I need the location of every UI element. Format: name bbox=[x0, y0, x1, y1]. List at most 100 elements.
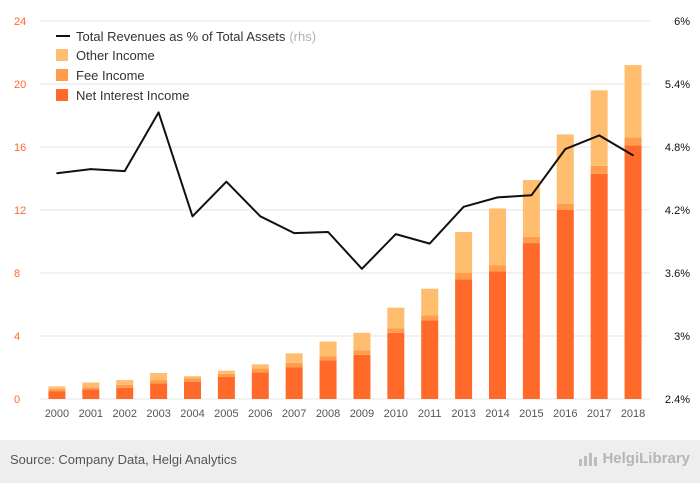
line-point bbox=[462, 206, 465, 208]
chart-logo-icon bbox=[579, 452, 598, 466]
helgi-library-logo: HelgiLibrary bbox=[578, 450, 690, 467]
bar-segment bbox=[319, 356, 337, 361]
bar-segment bbox=[421, 288, 439, 316]
legend-label-fee: Fee Income bbox=[76, 68, 145, 83]
bar-segment bbox=[319, 341, 337, 357]
legend: Total Revenues as % of Total Assets (rhs)… bbox=[56, 29, 316, 103]
left-axis: 0 4 8 12 16 20 24 bbox=[14, 16, 26, 406]
x-axis-tick: 2003 bbox=[146, 408, 170, 420]
bar-segment bbox=[556, 210, 574, 399]
bar-segment bbox=[353, 332, 371, 351]
bar-segment bbox=[285, 353, 303, 363]
x-axis-tick: 2009 bbox=[350, 408, 374, 420]
bar-segment bbox=[489, 271, 506, 399]
bar-segment bbox=[590, 165, 608, 174]
bars bbox=[48, 65, 642, 399]
x-axis-tick: 2002 bbox=[112, 408, 136, 420]
line-point bbox=[632, 154, 634, 157]
logo-text: HelgiLibrary bbox=[602, 450, 690, 467]
x-axis-tick: 2001 bbox=[79, 408, 103, 420]
legend-label-net-interest: Net Interest Income bbox=[76, 88, 189, 103]
line-point bbox=[293, 232, 295, 234]
x-axis-tick: 2010 bbox=[384, 408, 408, 420]
bar-segment bbox=[387, 328, 405, 333]
bar-segment bbox=[387, 307, 405, 329]
bar-segment bbox=[590, 173, 608, 399]
bar-segment bbox=[82, 382, 100, 388]
bar-segment bbox=[624, 145, 642, 399]
bar-segment bbox=[82, 387, 100, 390]
x-axis-tick: 2011 bbox=[418, 408, 442, 420]
bar-segment bbox=[522, 180, 540, 237]
bar-segment bbox=[251, 368, 269, 373]
bar-segment bbox=[217, 370, 235, 374]
left-axis-tick: 0 bbox=[14, 394, 20, 406]
right-axis-tick: 6% bbox=[674, 16, 690, 28]
x-axis-tick: 2004 bbox=[180, 408, 204, 420]
bar-segment bbox=[285, 367, 303, 399]
left-axis-tick: 4 bbox=[14, 331, 20, 343]
right-axis: 2.4% 3% 3.6% 4.2% 4.8% 5.4% 6% bbox=[665, 16, 690, 406]
line-point bbox=[123, 170, 126, 172]
bar-segment bbox=[217, 373, 235, 377]
grid-lines bbox=[40, 20, 650, 400]
bar-segment bbox=[387, 332, 405, 399]
bar-segment bbox=[455, 232, 473, 273]
x-axis-tick: 2014 bbox=[485, 408, 509, 420]
x-axis-tick: 2018 bbox=[621, 408, 645, 420]
bar-segment bbox=[150, 373, 168, 381]
line-point bbox=[56, 172, 58, 175]
line-point bbox=[327, 231, 329, 233]
line-point bbox=[157, 111, 160, 114]
x-axis-tick: 2017 bbox=[587, 408, 611, 420]
revenue-ratio-line bbox=[56, 111, 634, 270]
line-point bbox=[564, 148, 567, 150]
bar-segment bbox=[489, 265, 506, 272]
right-axis-tick: 3% bbox=[674, 331, 690, 343]
bar-segment bbox=[116, 380, 134, 385]
footer: Source: Company Data, Helgi Analytics He… bbox=[0, 440, 700, 483]
bar-segment bbox=[116, 387, 134, 399]
bar-segment bbox=[455, 273, 473, 280]
line-point bbox=[428, 242, 431, 245]
line-point bbox=[598, 134, 600, 137]
legend-label-line: Total Revenues as % of Total Assets (rhs) bbox=[76, 29, 316, 44]
bar-segment bbox=[48, 391, 66, 399]
bar-segment bbox=[590, 90, 608, 166]
legend-label-other: Other Income bbox=[76, 48, 155, 63]
right-axis-tick: 4.8% bbox=[665, 142, 690, 154]
line-point bbox=[259, 215, 262, 218]
bar-segment bbox=[150, 383, 168, 399]
bar-segment bbox=[556, 134, 574, 204]
bar-segment bbox=[624, 137, 642, 146]
source-text: Source: Company Data, Helgi Analytics bbox=[10, 452, 237, 467]
line-point bbox=[225, 180, 228, 183]
right-axis-tick: 4.2% bbox=[665, 205, 690, 217]
bar-segment bbox=[251, 364, 269, 369]
bar-segment bbox=[184, 378, 201, 382]
x-axis-tick: 2000 bbox=[45, 408, 69, 420]
left-axis-tick: 24 bbox=[14, 16, 26, 28]
bar-segment bbox=[116, 384, 134, 388]
bar-segment bbox=[556, 203, 574, 210]
bar-segment bbox=[624, 65, 642, 138]
bar-segment bbox=[353, 350, 371, 355]
line-point bbox=[530, 194, 533, 197]
x-axis-tick: 2008 bbox=[316, 408, 340, 420]
right-axis-tick: 3.6% bbox=[665, 268, 690, 280]
bar-segment bbox=[150, 380, 168, 384]
line-point bbox=[361, 268, 363, 270]
line-path bbox=[56, 111, 634, 270]
legend-line-name: Total Revenues as % of Total Assets bbox=[76, 29, 286, 44]
bar-segment bbox=[455, 279, 473, 399]
legend-line-suffix: (rhs) bbox=[289, 29, 316, 44]
x-axis-tick: 2005 bbox=[214, 408, 238, 420]
x-axis-tick: 2007 bbox=[282, 408, 306, 420]
bar-segment bbox=[217, 376, 235, 399]
line-point bbox=[395, 233, 397, 235]
left-axis-tick: 16 bbox=[14, 142, 26, 154]
legend-swatch-net-interest bbox=[56, 89, 68, 101]
legend-swatch-other bbox=[56, 49, 68, 61]
bar-segment bbox=[319, 360, 337, 399]
x-axis: 2000 2001 2002 2003 2004 2005 2006 2007 2008 2009… bbox=[45, 408, 646, 420]
